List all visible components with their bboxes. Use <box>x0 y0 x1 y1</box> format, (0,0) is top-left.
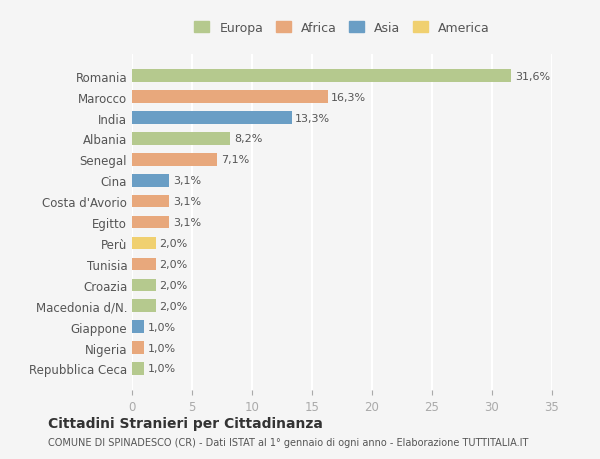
Bar <box>132 321 144 333</box>
Text: 1,0%: 1,0% <box>148 343 176 353</box>
Text: 7,1%: 7,1% <box>221 155 249 165</box>
Bar <box>132 91 328 104</box>
Text: 2,0%: 2,0% <box>160 301 188 311</box>
Bar <box>132 258 156 271</box>
Text: 1,0%: 1,0% <box>148 322 176 332</box>
Text: 1,0%: 1,0% <box>148 364 176 374</box>
Bar <box>132 237 156 250</box>
Bar <box>132 70 511 83</box>
Text: COMUNE DI SPINADESCO (CR) - Dati ISTAT al 1° gennaio di ogni anno - Elaborazione: COMUNE DI SPINADESCO (CR) - Dati ISTAT a… <box>48 437 529 447</box>
Bar <box>132 133 230 146</box>
Text: 2,0%: 2,0% <box>160 239 188 248</box>
Bar <box>132 279 156 291</box>
Text: 2,0%: 2,0% <box>160 280 188 290</box>
Text: 8,2%: 8,2% <box>234 134 262 144</box>
Text: 31,6%: 31,6% <box>515 72 550 82</box>
Text: 16,3%: 16,3% <box>331 92 367 102</box>
Bar <box>132 341 144 354</box>
Bar <box>132 363 144 375</box>
Bar <box>132 196 169 208</box>
Bar <box>132 300 156 312</box>
Text: 3,1%: 3,1% <box>173 197 201 207</box>
Text: Cittadini Stranieri per Cittadinanza: Cittadini Stranieri per Cittadinanza <box>48 416 323 430</box>
Text: 3,1%: 3,1% <box>173 218 201 228</box>
Text: 3,1%: 3,1% <box>173 176 201 186</box>
Text: 13,3%: 13,3% <box>295 113 331 123</box>
Bar <box>132 216 169 229</box>
Bar <box>132 174 169 187</box>
Legend: Europa, Africa, Asia, America: Europa, Africa, Asia, America <box>191 18 493 38</box>
Text: 2,0%: 2,0% <box>160 259 188 269</box>
Bar <box>132 154 217 166</box>
Bar <box>132 112 292 124</box>
